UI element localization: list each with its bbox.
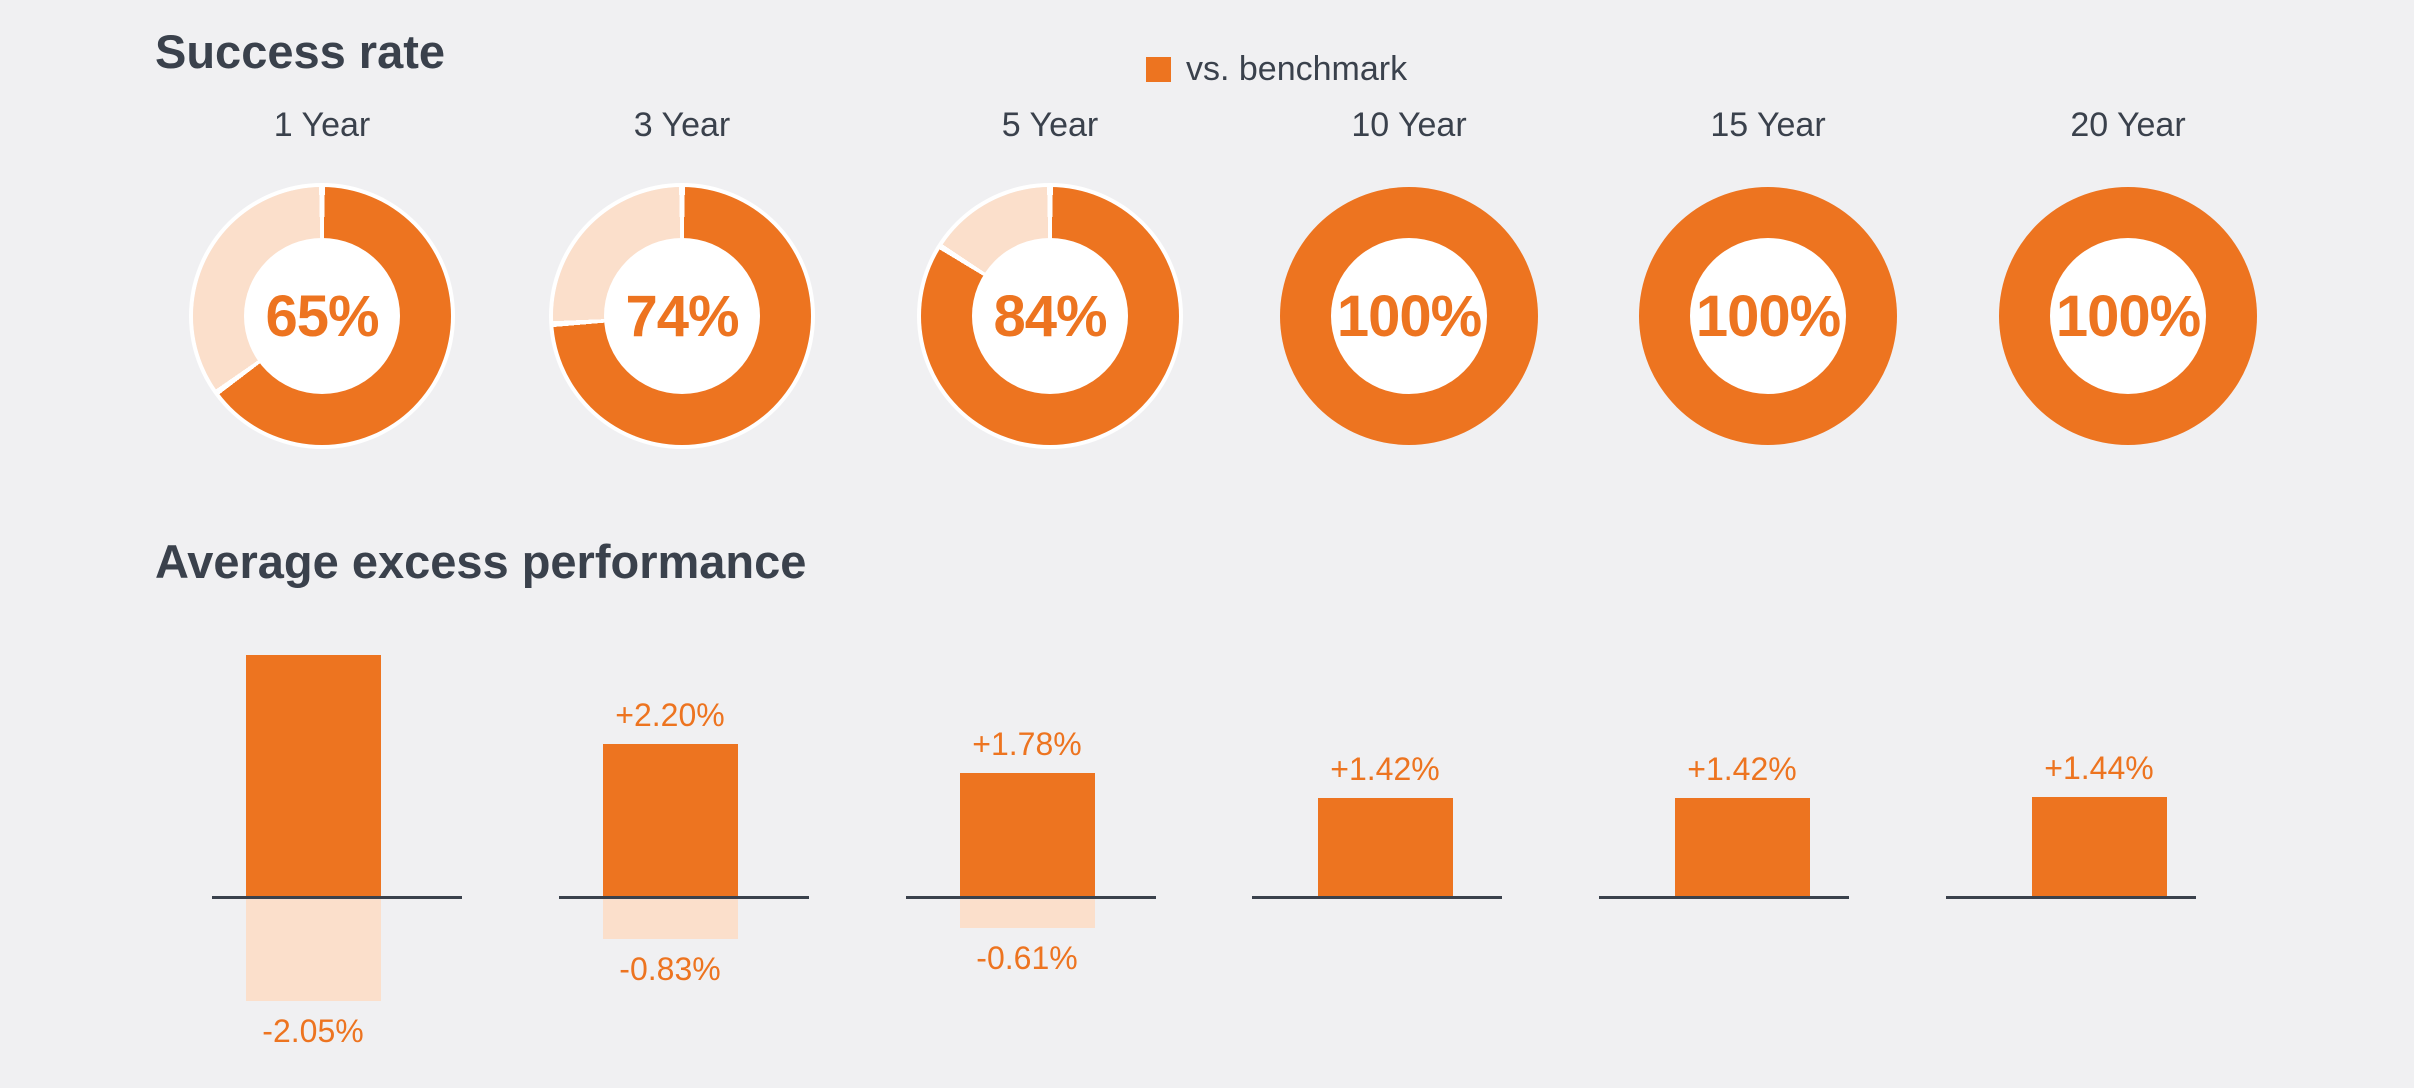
bar-value-label-positive-15-year: +1.42% — [1687, 751, 1797, 787]
donut-value-label: 100% — [1336, 283, 1482, 349]
bar-value-label-positive-20-year: +1.44% — [2044, 750, 2154, 786]
donut-3-year: 74% — [553, 187, 811, 445]
excess-performance-title: Average excess performance — [155, 535, 807, 588]
axis-line-15-year — [1599, 896, 1849, 899]
period-label-20-year: 20 Year — [2070, 106, 2186, 144]
axis-line-3-year — [559, 896, 809, 899]
period-label-5-year: 5 Year — [1001, 106, 1099, 144]
bar-negative-3-year — [602, 897, 738, 939]
success-rate-title: Success rate — [155, 25, 446, 78]
period-label-15-year: 15 Year — [1710, 106, 1826, 144]
bar-positive-5-year — [959, 773, 1095, 897]
donut-1-year: 65% — [193, 187, 451, 445]
bar-positive-1-year — [245, 655, 381, 897]
donut-hole — [1690, 238, 1846, 394]
donut-value-label: 84% — [993, 283, 1107, 349]
donut-20-year: 100% — [1999, 187, 2257, 445]
bar-value-label-positive-5-year: +1.78% — [972, 726, 1082, 762]
bar-value-label-negative-3-year: -0.83% — [619, 951, 721, 987]
bar-value-label-negative-5-year: -0.61% — [976, 940, 1078, 976]
donut-15-year: 100% — [1639, 187, 1897, 445]
bar-negative-1-year — [245, 897, 381, 1001]
donut-hole — [604, 238, 760, 394]
donut-hole — [972, 238, 1128, 394]
donut-value-label: 100% — [1695, 283, 1841, 349]
bar-negative-5-year — [959, 897, 1095, 928]
axis-line-1-year — [212, 896, 462, 899]
bar-positive-20-year — [2031, 797, 2167, 897]
donut-value-label: 65% — [265, 283, 379, 349]
bar-positive-15-year — [1674, 798, 1810, 897]
donut-value-label: 74% — [625, 283, 739, 349]
period-label-3-year: 3 Year — [633, 106, 731, 144]
bar-positive-10-year — [1317, 798, 1453, 897]
axis-line-20-year — [1946, 896, 2196, 899]
bar-positive-3-year — [602, 744, 738, 897]
donut-hole — [1331, 238, 1487, 394]
axis-line-10-year — [1252, 896, 1502, 899]
benchmark-legend: vs. benchmark — [1146, 52, 1407, 86]
donut-hole — [244, 238, 400, 394]
legend-label: vs. benchmark — [1186, 50, 1408, 88]
donut-hole — [2050, 238, 2206, 394]
axis-line-5-year — [906, 896, 1156, 899]
donut-5-year: 84% — [921, 187, 1179, 445]
period-label-1-year: 1 Year — [273, 106, 371, 144]
bar-value-label-positive-3-year: +2.20% — [615, 697, 725, 733]
donut-value-label: 100% — [2055, 283, 2201, 349]
bar-value-label-negative-1-year: -2.05% — [262, 1013, 364, 1049]
period-label-10-year: 10 Year — [1351, 106, 1467, 144]
bar-value-label-positive-10-year: +1.42% — [1330, 751, 1440, 787]
donut-10-year: 100% — [1280, 187, 1538, 445]
legend-swatch-icon — [1146, 56, 1171, 82]
